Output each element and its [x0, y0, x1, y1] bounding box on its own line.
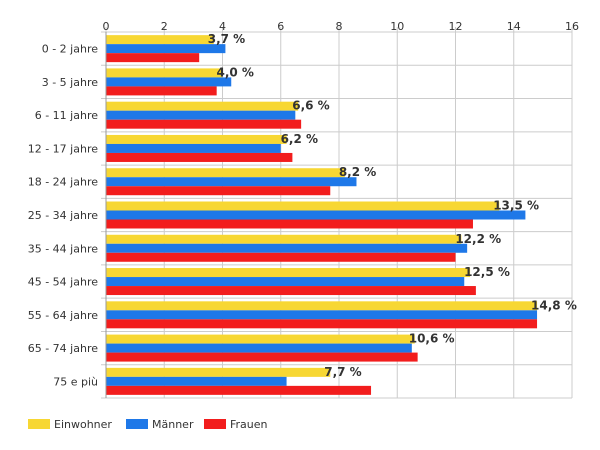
bar-einwohner	[106, 68, 223, 78]
category-label: 45 - 54 jahre	[28, 276, 99, 289]
legend-label: Männer	[152, 418, 194, 431]
data-label: 8,2 %	[339, 165, 376, 179]
data-label: 7,7 %	[324, 365, 361, 379]
bar-frauen	[106, 219, 473, 229]
bar-männer	[106, 44, 226, 54]
bar-männer	[106, 277, 465, 287]
bar-einwohner	[106, 134, 287, 144]
bar-frauen	[106, 385, 372, 395]
legend-label: Einwohner	[54, 418, 112, 431]
data-label: 13,5 %	[493, 199, 539, 213]
bar-frauen	[106, 186, 331, 196]
bar-männer	[106, 110, 296, 120]
category-label: 6 - 11 jahre	[35, 109, 99, 122]
x-tick-label: 4	[219, 20, 226, 33]
bar-frauen	[106, 286, 476, 296]
bar-frauen	[106, 252, 456, 262]
bar-einwohner	[106, 35, 214, 45]
bar-frauen	[106, 119, 302, 129]
bar-einwohner	[106, 234, 462, 244]
x-tick-label: 2	[161, 20, 168, 33]
bar-männer	[106, 177, 357, 187]
bar-männer	[106, 77, 232, 87]
legend-swatch-männer	[126, 419, 148, 429]
category-label: 55 - 64 jahre	[28, 309, 99, 322]
bar-frauen	[106, 86, 217, 96]
category-label: 35 - 44 jahre	[28, 242, 99, 255]
x-tick-label: 8	[336, 20, 343, 33]
data-label: 10,6 %	[409, 332, 455, 346]
x-tick-label: 14	[507, 20, 521, 33]
data-label: 12,5 %	[464, 265, 510, 279]
data-label: 6,6 %	[292, 99, 329, 113]
bar-männer	[106, 310, 538, 320]
category-label: 12 - 17 jahre	[28, 142, 99, 155]
data-label: 4,0 %	[217, 65, 254, 79]
category-label: 25 - 34 jahre	[28, 209, 99, 222]
legend-swatch-frauen	[204, 419, 226, 429]
bar-einwohner	[106, 334, 415, 344]
bar-einwohner	[106, 168, 345, 178]
x-tick-label: 10	[390, 20, 404, 33]
bar-frauen	[106, 53, 200, 63]
bar-frauen	[106, 352, 418, 362]
category-label: 3 - 5 jahre	[42, 76, 99, 89]
data-label: 12,2 %	[455, 232, 501, 246]
bar-einwohner	[106, 367, 331, 377]
category-label: 0 - 2 jahre	[42, 43, 99, 56]
bar-einwohner	[106, 101, 299, 111]
bar-männer	[106, 143, 281, 153]
bar-frauen	[106, 152, 293, 162]
bar-männer	[106, 243, 468, 253]
x-tick-label: 6	[277, 20, 284, 33]
legend-label: Frauen	[230, 418, 268, 431]
bar-einwohner	[106, 268, 471, 278]
bar-einwohner	[106, 201, 500, 211]
bar-männer	[106, 210, 526, 220]
x-tick-label: 0	[103, 20, 110, 33]
bar-einwohner	[106, 301, 538, 311]
legend-swatch-einwohner	[28, 419, 50, 429]
data-label: 14,8 %	[531, 298, 577, 312]
category-label: 65 - 74 jahre	[28, 342, 99, 355]
category-label: 75 e più	[53, 375, 98, 388]
bar-frauen	[106, 319, 538, 329]
data-label: 6,2 %	[281, 132, 318, 146]
x-tick-label: 16	[565, 20, 579, 33]
data-label: 3,7 %	[208, 32, 245, 46]
category-label: 18 - 24 jahre	[28, 176, 99, 189]
bar-männer	[106, 343, 412, 353]
x-tick-label: 12	[449, 20, 463, 33]
bar-männer	[106, 376, 287, 386]
